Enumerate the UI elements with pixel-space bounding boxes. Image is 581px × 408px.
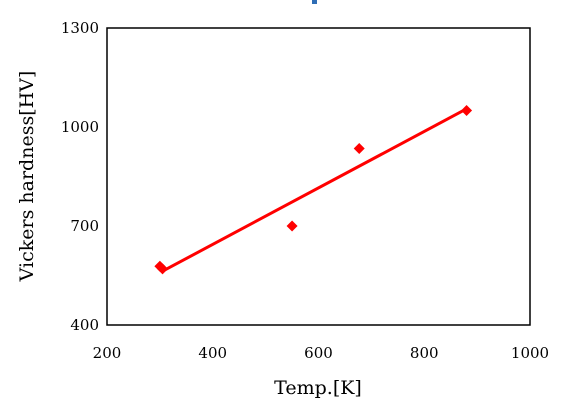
x-tick-label: 600: [304, 344, 333, 362]
plot-area: [106, 27, 531, 326]
y-tick-label: 1300: [61, 19, 99, 37]
data-point: [461, 105, 473, 116]
y-tick-label: 400: [70, 316, 99, 334]
x-tick-label: 400: [198, 344, 227, 362]
x-tick-label: 200: [93, 344, 122, 362]
data-point: [157, 263, 169, 275]
data-points: [154, 105, 473, 275]
y-axis-label: Vickers hardness[HV]: [16, 71, 38, 283]
x-axis: 200 400 600 800 1000: [93, 344, 549, 362]
y-tick-label: 700: [70, 217, 99, 235]
data-point: [286, 220, 298, 232]
y-tick-label: 1000: [61, 118, 99, 136]
y-axis: 400 700 1000 1300: [61, 19, 99, 334]
x-tick-label: 800: [410, 344, 439, 362]
data-point: [353, 142, 365, 154]
x-axis-label: Temp.[K]: [274, 377, 362, 399]
trendline: [161, 107, 468, 273]
x-tick-label: 1000: [511, 344, 549, 362]
title-fragment: [312, 0, 317, 4]
